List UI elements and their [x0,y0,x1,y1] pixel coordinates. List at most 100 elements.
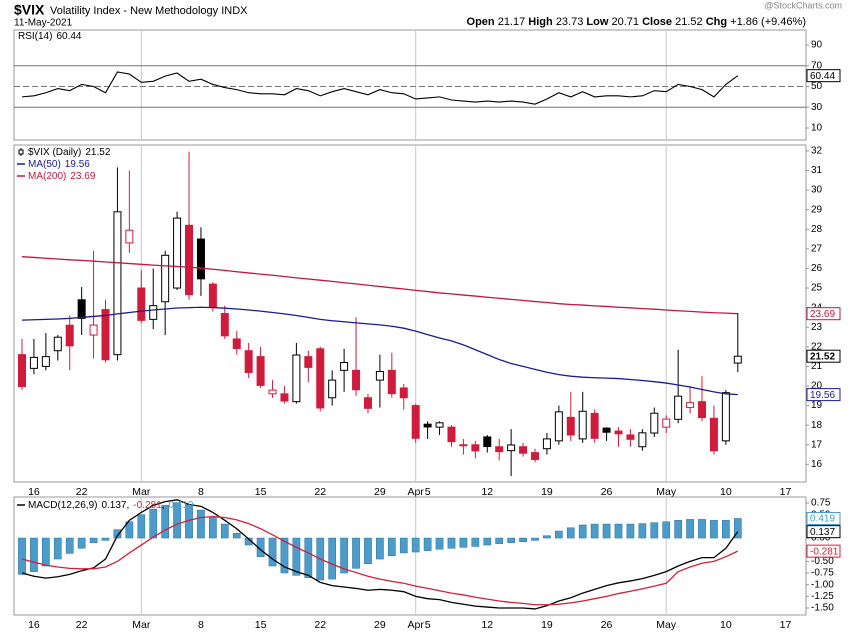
candle-body [578,410,587,440]
histogram-bar [531,537,539,541]
candle-body [161,254,170,303]
instrument-name: Volatility Index - New Methodology INDX [50,5,248,17]
histogram-bar [42,537,50,567]
histogram-bar [292,537,301,576]
legend-value: 21.52 [85,147,110,158]
candle-body [590,412,599,439]
histogram-bar [328,537,337,580]
x-tick-label: 8 [198,619,204,631]
candle-body [125,229,134,244]
candle-body [459,444,468,447]
candle-body [411,405,420,439]
histogram-bar [30,537,38,572]
candle-body [316,348,325,409]
y-tick-label: 29 [811,204,823,215]
candle-body [185,224,194,296]
candle-body [638,432,647,448]
y-tick-label: 0.75 [811,498,831,509]
histogram-bar [256,537,265,557]
x-tick-label: Apr [408,619,425,631]
candle-body [220,313,229,337]
y-tick-label: 25 [811,283,823,294]
candle-body [650,412,659,434]
histogram-bar [566,527,575,539]
candle-body [662,418,671,428]
legend-entry: MACD(12,26,9) 0.137, -0.281, 0.419 [28,500,194,511]
candle-body [65,324,74,347]
x-tick-label: 16 [28,486,40,498]
y-tick-label: -1.50 [811,603,834,614]
candle-body [554,411,563,442]
histogram-bar [137,514,146,539]
y-tick-label: 0.00 [811,533,831,544]
high-label: High [528,16,553,28]
histogram-bar [459,537,468,548]
candle-body [292,354,301,403]
histogram-bar [578,524,587,539]
histogram-bar [614,523,623,539]
candle-body [41,356,50,367]
candle-body [89,324,98,336]
legend-separator: , [127,500,130,511]
legend-value: 0.137 [101,500,126,511]
x-tick-label: 16 [28,619,40,631]
candle-body [101,309,110,361]
candle-body [208,283,217,308]
legend-title: MACD(12,26,9) [28,500,97,511]
x-tick-label: 22 [314,486,326,498]
candle-body [471,444,480,452]
x-tick-label: 10 [720,619,732,631]
x-tick-label: 15 [255,486,267,498]
candle-body [53,336,62,352]
y-tick-label: 90 [811,40,823,51]
candle-body [447,426,456,443]
chg-pct: (+9.46%) [761,16,806,28]
last-value-box [806,525,841,539]
histogram-bar [602,523,611,539]
histogram-bar [507,537,515,543]
series-line [21,71,739,105]
histogram-bar [101,537,110,541]
last-value-label: 19.56 [810,390,835,401]
quote-summary: Open 21.17 High 23.73 Low 20.71 Close 21… [467,16,806,28]
candle-body [602,427,611,433]
candle-body [495,446,504,453]
y-tick-label: -0.50 [811,556,834,567]
chg: +1.86 [730,16,758,28]
low-label: Low [586,16,608,28]
candle-body [698,401,707,419]
last-value-label: -0.281 [810,546,839,557]
candle-body [268,389,277,395]
last-value-box [806,349,841,363]
legend-value: 19.56 [65,159,90,170]
histogram-bar [65,537,74,554]
histogram-bar [77,537,86,549]
y-tick-label: 21 [811,361,823,372]
candle-body [399,387,408,399]
last-value-label: 0.137 [810,527,835,538]
candle-body [256,356,265,386]
candle-body [280,393,289,402]
watermark: @StockCharts.com [764,0,842,10]
y-tick-label: 70 [811,60,823,71]
candle-body [483,436,492,448]
histogram-bar [376,537,384,560]
histogram-bar [447,537,456,549]
histogram-bar [125,521,134,539]
candle-body [542,438,551,450]
y-tick-label: 50 [811,81,823,92]
candle-body [387,369,396,395]
legend-swatch [18,149,24,155]
y-tick-label: -1.00 [811,579,834,590]
histogram-bar [411,537,420,553]
candle-body [519,446,528,454]
histogram-bar [304,537,313,578]
candle-body [113,211,122,356]
y-tick-label: 27 [811,243,823,254]
last-value-label: 0.419 [810,514,835,525]
x-tick-label: 22 [76,619,88,631]
x-tick-label: Apr [408,486,425,498]
last-value-label: 23.69 [810,309,835,320]
x-tick-label: Mar [132,486,151,498]
x-tick-label: 5 [425,486,431,498]
